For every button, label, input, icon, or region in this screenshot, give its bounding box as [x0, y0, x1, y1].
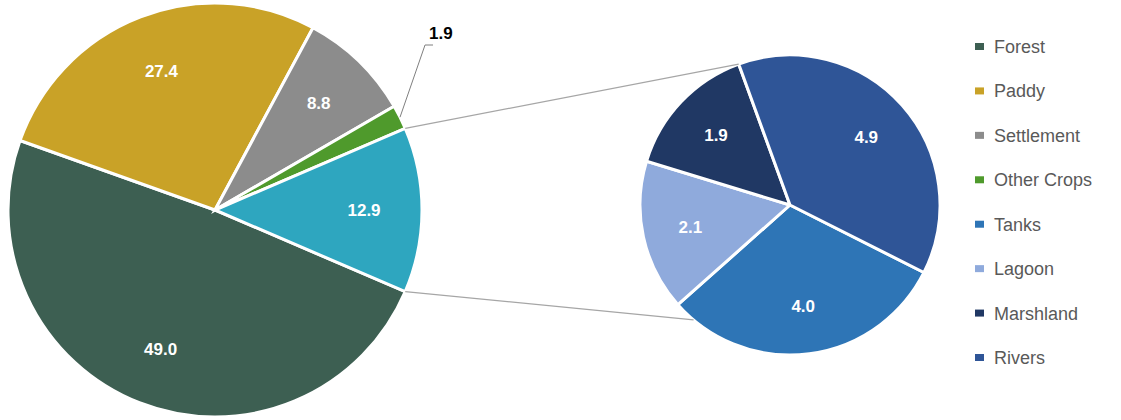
legend-label: Paddy	[994, 81, 1045, 101]
pie-0	[8, 3, 422, 417]
pie-slice	[739, 55, 940, 273]
legend-label: Rivers	[994, 348, 1045, 368]
leader-line	[400, 45, 433, 117]
legend-swatch	[975, 132, 984, 139]
legend-swatch	[975, 87, 984, 94]
data-label: 4.9	[854, 128, 878, 147]
pie-1	[640, 55, 940, 355]
legend-swatch	[975, 354, 984, 361]
connector-line	[405, 292, 693, 320]
legend-label: Forest	[994, 37, 1045, 57]
legend-label: Other Crops	[994, 170, 1092, 190]
legend-label: Lagoon	[994, 259, 1054, 279]
data-label: 8.8	[307, 94, 331, 113]
legend-swatch	[975, 221, 984, 228]
legend-swatch	[975, 43, 984, 50]
data-label: 27.4	[145, 62, 179, 81]
legend-swatch	[975, 265, 984, 272]
legend-label: Marshland	[994, 304, 1078, 324]
data-label: 1.9	[704, 126, 728, 145]
chart-root: 49.0 27.4 8.8 1.9 12.9 4.0 2.1 1.9 4.9 Forest Padd…	[0, 0, 1121, 420]
legend-swatch	[975, 310, 984, 317]
data-label: 49.0	[144, 340, 177, 359]
connector-line	[405, 64, 738, 128]
legend: Forest Paddy Settlement Other Crops Tanks Lag…	[975, 37, 1092, 368]
pie-slice	[215, 128, 422, 291]
legend-label: Settlement	[994, 126, 1080, 146]
legend-label: Tanks	[994, 215, 1041, 235]
data-label: 12.9	[347, 201, 380, 220]
data-label: 2.1	[679, 218, 703, 237]
data-label: 1.9	[429, 24, 453, 43]
legend-swatch	[975, 176, 984, 183]
data-label: 4.0	[791, 297, 815, 316]
